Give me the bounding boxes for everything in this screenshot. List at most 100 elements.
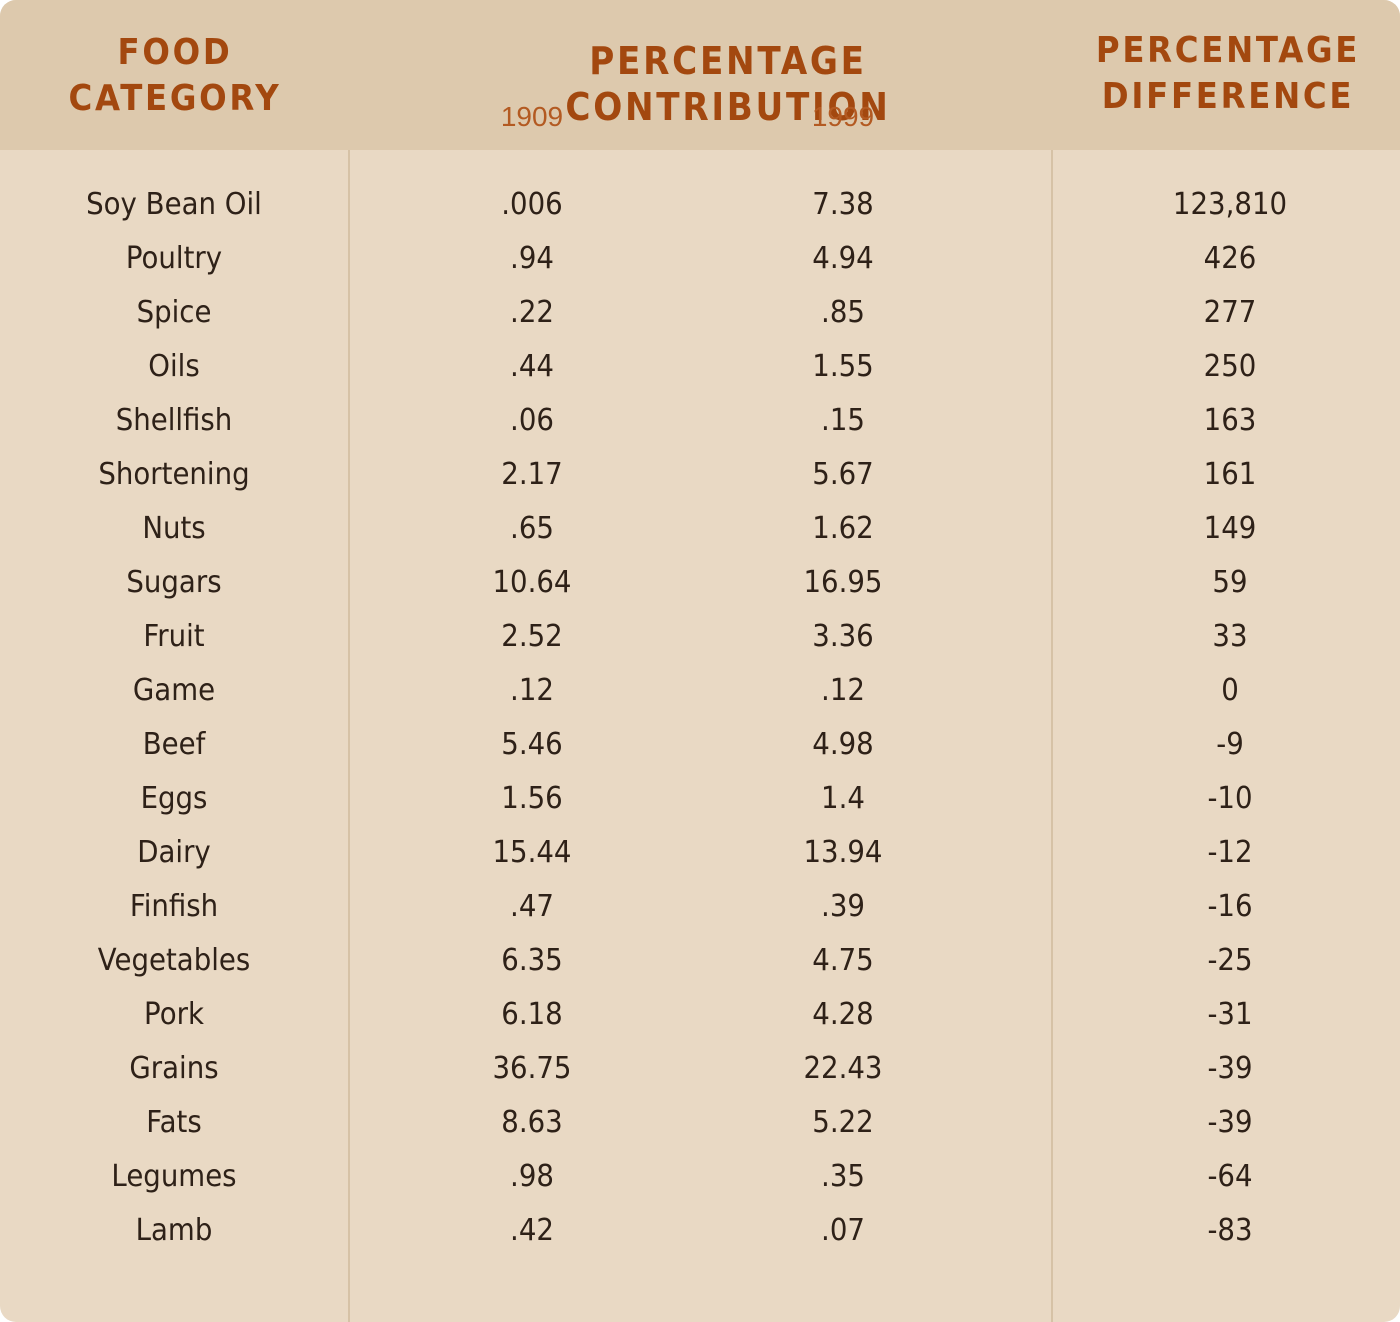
table-row: Finfish .47 .39 -16 [0, 880, 1400, 934]
cell-1909-value: .42 [510, 1213, 554, 1248]
cell-percentage-difference: -31 [1207, 997, 1253, 1032]
cell-1909-value: 10.64 [492, 565, 572, 600]
cell-1909-value: 1.56 [501, 781, 563, 816]
cell-percentage-difference: -64 [1207, 1159, 1253, 1194]
header-year-1999: 1999 [811, 101, 875, 132]
cell-1909-value: .65 [510, 511, 554, 546]
cell-percentage-difference: 250 [1203, 349, 1257, 384]
cell-food-name: Game [132, 673, 216, 708]
cell-food-name: Finfish [129, 889, 219, 924]
cell-1909-value: .06 [510, 403, 554, 438]
header-percentage-contribution: Percentage Contribution [565, 39, 891, 129]
cell-food-name: Beef [142, 727, 206, 762]
cell-1999-value: 1.55 [812, 349, 874, 384]
header-year-1909: 1909 [500, 101, 564, 132]
table-row: Shellfish .06 .15 163 [0, 394, 1400, 448]
cell-percentage-difference: -83 [1207, 1213, 1253, 1248]
column-divider [1051, 150, 1053, 1322]
cell-1909-value: 15.44 [492, 835, 572, 870]
table-row: Grains 36.75 22.43 -39 [0, 1042, 1400, 1096]
cell-percentage-difference: 163 [1203, 403, 1257, 438]
cell-food-name: Shellfish [115, 403, 233, 438]
cell-food-name: Fats [146, 1105, 202, 1140]
cell-food-name: Oils [148, 349, 200, 384]
cell-food-name: Nuts [142, 511, 206, 546]
cell-food-name: Legumes [111, 1159, 237, 1194]
cell-1999-value: 4.28 [812, 997, 874, 1032]
header-percentage-difference: Percentage Difference [1095, 30, 1361, 117]
table-row: Game .12 .12 0 [0, 664, 1400, 718]
table-row: Vegetables 6.35 4.75 -25 [0, 934, 1400, 988]
cell-1909-value: .94 [510, 241, 554, 276]
cell-percentage-difference: -25 [1207, 943, 1253, 978]
cell-1909-value: .22 [510, 295, 554, 330]
cell-percentage-difference: 161 [1203, 457, 1257, 492]
cell-1909-value: 5.46 [501, 727, 563, 762]
cell-food-name: Dairy [137, 835, 211, 870]
cell-1909-value: 2.17 [501, 457, 563, 492]
cell-1909-value: 6.35 [501, 943, 563, 978]
table-row: Poultry .94 4.94 426 [0, 232, 1400, 286]
cell-1909-value: .12 [510, 673, 554, 708]
table-row: Shortening 2.17 5.67 161 [0, 448, 1400, 502]
table-row: Sugars 10.64 16.95 59 [0, 556, 1400, 610]
cell-1999-value: 3.36 [812, 619, 874, 654]
table-row: Oils .44 1.55 250 [0, 340, 1400, 394]
cell-1909-value: .006 [501, 187, 563, 222]
cell-1909-value: 36.75 [492, 1051, 572, 1086]
cell-1999-value: .12 [821, 673, 865, 708]
table-row: Spice .22 .85 277 [0, 286, 1400, 340]
cell-percentage-difference: -39 [1207, 1051, 1253, 1086]
cell-1999-value: .15 [821, 403, 865, 438]
cell-percentage-difference: 426 [1203, 241, 1257, 276]
cell-food-name: Sugars [126, 565, 222, 600]
cell-1909-value: 2.52 [501, 619, 563, 654]
cell-1909-value: .47 [510, 889, 554, 924]
cell-percentage-difference: -16 [1207, 889, 1253, 924]
cell-1999-value: 5.22 [812, 1105, 874, 1140]
cell-percentage-difference: 277 [1203, 295, 1257, 330]
cell-food-name: Fruit [143, 619, 205, 654]
table-row: Beef 5.46 4.98 -9 [0, 718, 1400, 772]
table-row: Eggs 1.56 1.4 -10 [0, 772, 1400, 826]
cell-1999-value: .85 [821, 295, 865, 330]
table-row: Soy Bean Oil .006 7.38 123,810 [0, 178, 1400, 232]
table-header: Food Category Percentage Contribution 19… [0, 0, 1400, 150]
cell-food-name: Grains [129, 1051, 219, 1086]
cell-1999-value: 1.62 [812, 511, 874, 546]
table-row: Nuts .65 1.62 149 [0, 502, 1400, 556]
cell-1909-value: .98 [510, 1159, 554, 1194]
cell-1999-value: .35 [821, 1159, 865, 1194]
cell-percentage-difference: 33 [1212, 619, 1248, 654]
table-body: Soy Bean Oil .006 7.38 123,810 Poultry .94 4.9… [0, 178, 1400, 1258]
cell-food-name: Pork [144, 997, 204, 1032]
cell-percentage-difference: 0 [1221, 673, 1239, 708]
cell-food-name: Shortening [98, 457, 250, 492]
table-row: Dairy 15.44 13.94 -12 [0, 826, 1400, 880]
cell-percentage-difference: -12 [1207, 835, 1253, 870]
cell-1909-value: .44 [510, 349, 554, 384]
cell-food-name: Lamb [135, 1213, 213, 1248]
column-divider [348, 150, 350, 1322]
cell-1999-value: 16.95 [803, 565, 883, 600]
table-row: Fruit 2.52 3.36 33 [0, 610, 1400, 664]
cell-food-name: Poultry [125, 241, 223, 276]
cell-food-name: Soy Bean Oil [86, 187, 262, 222]
header-food-category: Food Category [68, 32, 282, 119]
cell-percentage-difference: 59 [1212, 565, 1248, 600]
cell-1999-value: .39 [821, 889, 865, 924]
cell-percentage-difference: -9 [1216, 727, 1244, 762]
cell-1999-value: 22.43 [803, 1051, 883, 1086]
cell-1999-value: .07 [821, 1213, 865, 1248]
table-row: Legumes .98 .35 -64 [0, 1150, 1400, 1204]
cell-1909-value: 8.63 [501, 1105, 563, 1140]
cell-percentage-difference: 149 [1203, 511, 1257, 546]
cell-1999-value: 13.94 [803, 835, 883, 870]
cell-1999-value: 4.94 [812, 241, 874, 276]
cell-1999-value: 4.98 [812, 727, 874, 762]
cell-percentage-difference: 123,810 [1172, 187, 1288, 222]
cell-1909-value: 6.18 [501, 997, 563, 1032]
cell-1999-value: 7.38 [812, 187, 874, 222]
cell-1999-value: 1.4 [821, 781, 865, 816]
